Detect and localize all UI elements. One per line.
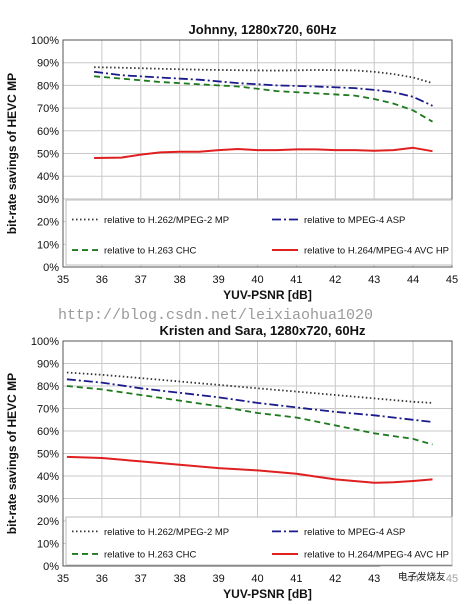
legend-label-3: relative to H.263 CHC: [104, 246, 197, 257]
x-tick-label: 39: [212, 573, 224, 585]
legend: relative to H.262/MPEG-2 MP relative to M…: [65, 199, 453, 266]
y-tick-label: 0%: [43, 262, 59, 274]
legend-label-2: relative to MPEG-4 ASP: [304, 215, 405, 226]
x-tick-label: 35: [57, 573, 69, 585]
plot-frame: [62, 340, 453, 567]
chart-panel-1: Johnny, 1280x720, 60Hz 0% 10% 20% 30% 40% 50% 6…: [5, 22, 458, 302]
y-tick-label: 0%: [43, 561, 59, 573]
plot-frame: [62, 39, 453, 268]
legend-label-1: relative to H.262/MPEG-2 MP: [104, 215, 229, 226]
x-tick-label: 39: [212, 274, 224, 286]
chart-title: Kristen and Sara, 1280x720, 60Hz: [160, 323, 366, 338]
x-tick-label: 44: [407, 274, 419, 286]
legend-label-3: relative to H.263 CHC: [104, 549, 197, 560]
y-tick-label: 20%: [37, 516, 59, 528]
x-tick-label: 35: [57, 274, 69, 286]
series-line-4: [66, 455, 433, 484]
x-tick-label: 36: [96, 274, 108, 286]
series-line-3: [66, 385, 433, 446]
x-tick-label: 37: [135, 274, 147, 286]
x-axis-label: YUV-PSNR [dB]: [223, 587, 312, 601]
y-tick-label: 70%: [37, 103, 59, 115]
y-tick-label: 100%: [31, 336, 59, 348]
x-tick-label: 41: [290, 274, 302, 286]
x-tick-label: 42: [329, 573, 341, 585]
y-tick-label: 30%: [37, 194, 59, 206]
series-line-2: [66, 378, 433, 423]
x-tick-label: 40: [251, 274, 263, 286]
x-tick-label: 38: [174, 274, 186, 286]
x-tick-label: 37: [135, 573, 147, 585]
y-tick-label: 50%: [37, 149, 59, 161]
series-line-4: [94, 146, 433, 159]
x-tick-label: 36: [96, 573, 108, 585]
watermark: http://blog.csdn.net/leixiaohua1020: [58, 307, 373, 324]
y-tick-label: 70%: [37, 404, 59, 416]
x-tick-label: 45: [446, 274, 458, 286]
y-tick-label: 100%: [31, 35, 59, 47]
legend: relative to H.262/MPEG-2 MP relative to M…: [65, 516, 453, 566]
y-axis-label: bit-rate savings of HEVC MP: [5, 373, 19, 534]
corner-logo-text: 电子发烧友: [398, 571, 446, 583]
y-tick-label: 60%: [37, 126, 59, 138]
legend-label-2: relative to MPEG-4 ASP: [304, 527, 405, 538]
x-tick-label: 43: [368, 573, 380, 585]
legend-box: [65, 516, 453, 566]
x-tick-label: 38: [174, 573, 186, 585]
y-tick-label: 40%: [37, 471, 59, 483]
legend-box: [65, 199, 453, 266]
y-tick-label: 90%: [37, 58, 59, 70]
legend-label-1: relative to H.262/MPEG-2 MP: [104, 527, 229, 538]
corner-logo: 电子发烧友: [380, 566, 462, 586]
y-tick-label: 80%: [37, 80, 59, 92]
y-tick-label: 80%: [37, 381, 59, 393]
x-tick-label: 42: [329, 274, 341, 286]
y-tick-label: 50%: [37, 449, 59, 461]
chart-title: Johnny, 1280x720, 60Hz: [189, 22, 337, 37]
y-tick-label: 30%: [37, 494, 59, 506]
y-tick-label: 10%: [37, 539, 59, 551]
legend-label-4: relative to H.264/MPEG-4 AVC HP: [304, 549, 449, 560]
series-line-1: [66, 371, 433, 404]
y-tick-label: 20%: [37, 217, 59, 229]
chart-panel-2: Kristen and Sara, 1280x720, 60Hz 0% 10% 20%…: [5, 323, 458, 601]
x-tick-label: 41: [290, 573, 302, 585]
y-tick-label: 90%: [37, 359, 59, 371]
x-tick-label: 43: [368, 274, 380, 286]
x-tick-label: 40: [251, 573, 263, 585]
y-tick-label: 60%: [37, 426, 59, 438]
series-line-3: [94, 75, 433, 123]
series-line-2: [93, 70, 433, 107]
x-axis-label: YUV-PSNR [dB]: [223, 288, 312, 302]
legend-label-4: relative to H.264/MPEG-4 AVC HP: [304, 246, 449, 257]
y-tick-label: 40%: [37, 171, 59, 183]
y-axis-label: bit-rate savings of HEVC MP: [5, 73, 19, 234]
y-tick-label: 10%: [37, 239, 59, 251]
